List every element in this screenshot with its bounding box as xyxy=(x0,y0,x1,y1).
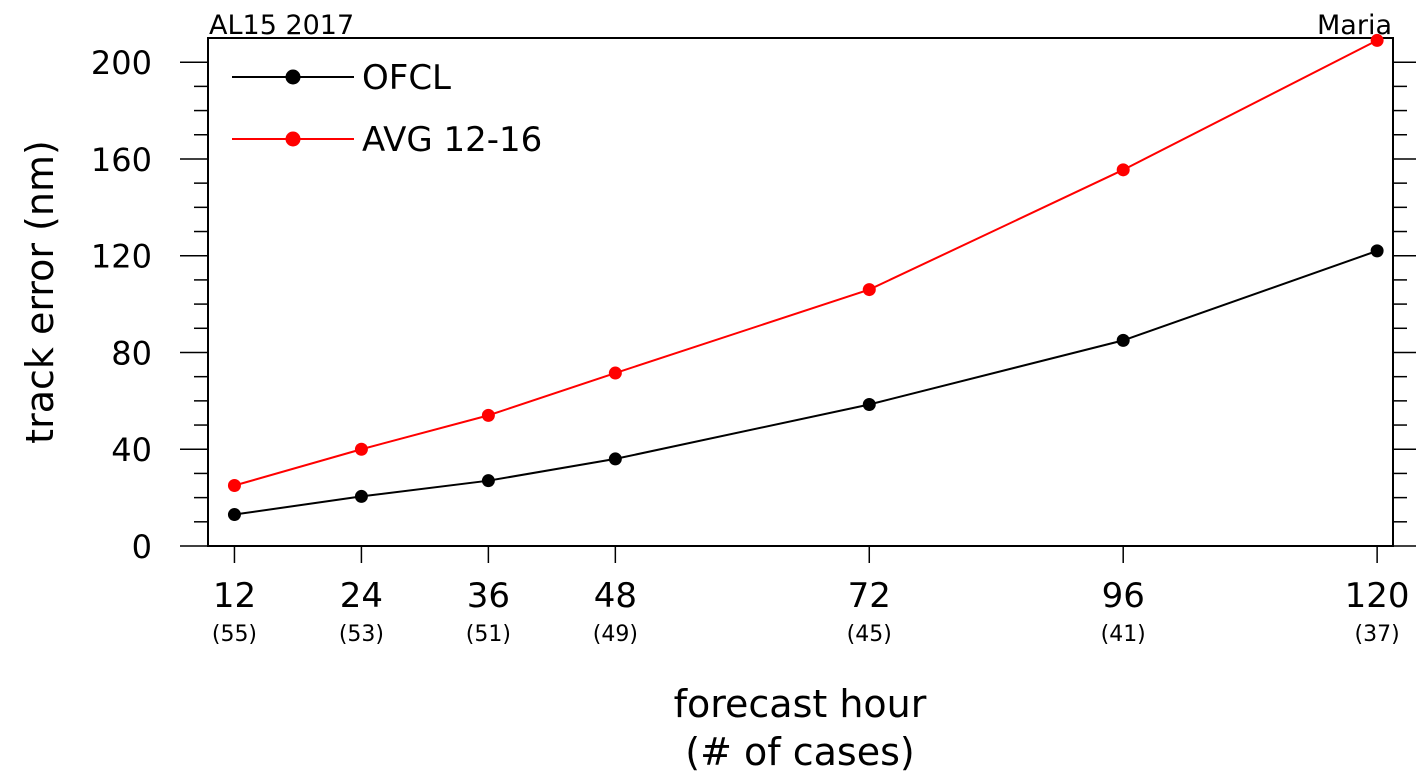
data-point-avg-12-16 xyxy=(1116,163,1130,177)
data-point-avg-12-16 xyxy=(354,442,368,456)
data-point-avg-12-16 xyxy=(608,366,622,380)
x-tick-label: 120 xyxy=(1345,576,1410,616)
data-point-avg-12-16 xyxy=(481,408,495,422)
x-tick-label: 48 xyxy=(594,576,637,616)
plot-frame xyxy=(207,37,1394,547)
data-point-ofcl xyxy=(608,452,622,466)
data-point-ofcl xyxy=(481,474,495,488)
legend-label-avg-12-16: AVG 12-16 xyxy=(362,120,542,160)
x-axis: 12 (55) 24 (53) 36 (51) 48 (49) 72 (45) 96 (41) 120 (… xyxy=(212,546,1410,647)
x-axis-sublabel: (# of cases) xyxy=(685,730,914,774)
y-axis-label: track error (nm) xyxy=(18,140,62,444)
y-tick-label: 80 xyxy=(111,334,152,372)
data-point-ofcl xyxy=(354,489,368,503)
y-tick-label: 0 xyxy=(132,528,152,566)
y-tick-label: 120 xyxy=(91,238,152,276)
series-line-ofcl xyxy=(234,249,1378,516)
case-count-label: (53) xyxy=(339,622,384,647)
series-layer xyxy=(227,33,1384,522)
case-count-label: (45) xyxy=(847,622,892,647)
data-point-avg-12-16 xyxy=(227,479,241,493)
y-tick-label: 40 xyxy=(111,431,152,469)
case-count-label: (55) xyxy=(212,622,257,647)
x-tick-label: 12 xyxy=(213,576,256,616)
y-tick-label: 200 xyxy=(91,44,152,82)
data-point-ofcl xyxy=(1370,244,1384,258)
data-point-avg-12-16 xyxy=(1370,33,1384,47)
legend-marker-avg-12-16 xyxy=(285,131,301,147)
case-count-label: (37) xyxy=(1355,622,1400,647)
chart-title-left: AL15 2017 xyxy=(209,10,354,41)
data-point-ofcl xyxy=(1116,333,1130,347)
case-count-label: (51) xyxy=(466,622,511,647)
y-tick-label: 160 xyxy=(91,141,152,179)
case-count-label: (41) xyxy=(1101,622,1146,647)
legend-marker-ofcl xyxy=(285,69,301,85)
data-point-avg-12-16 xyxy=(862,283,876,297)
x-tick-label: 36 xyxy=(467,576,510,616)
legend-label-ofcl: OFCL xyxy=(362,58,451,98)
x-tick-label: 72 xyxy=(848,576,891,616)
y-axis: 0 40 80 120 160 200 xyxy=(91,44,1416,566)
x-tick-label: 96 xyxy=(1102,576,1145,616)
x-axis-label: forecast hour xyxy=(674,682,927,726)
case-count-label: (49) xyxy=(593,622,638,647)
legend: OFCL AVG 12-16 xyxy=(232,58,542,160)
data-point-ofcl xyxy=(862,397,876,411)
data-point-ofcl xyxy=(227,508,241,522)
x-tick-label: 24 xyxy=(340,576,383,616)
